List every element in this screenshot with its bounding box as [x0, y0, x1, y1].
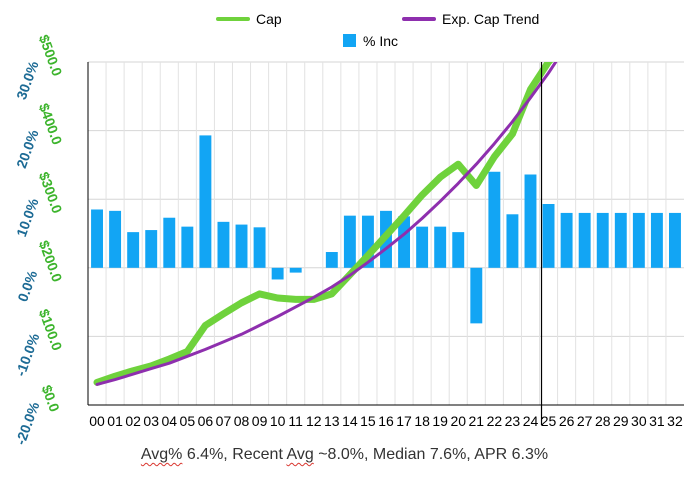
- bar-07: [217, 221, 230, 268]
- right-axis-tick-label: 10.0%: [13, 196, 42, 239]
- x-tick-label: 21: [469, 413, 485, 429]
- caption-recent-label: Avg: [286, 446, 314, 463]
- legend-label: % Inc: [363, 33, 398, 49]
- bar-series-pct-inc: [91, 135, 681, 324]
- bar-05: [181, 226, 194, 268]
- left-axis-tick-label: $400.0: [36, 101, 66, 147]
- right-axis-tick-label: -10.0%: [12, 331, 42, 379]
- x-tick-label: 28: [595, 413, 611, 429]
- bar-10: [271, 267, 284, 280]
- caption-avg-value: 6.4%,: [182, 446, 233, 463]
- x-tick-label: 20: [450, 413, 466, 429]
- plot-frame: [87, 62, 684, 425]
- bar-01: [109, 210, 122, 268]
- bar-26: [560, 212, 573, 268]
- x-tick-label: 24: [523, 413, 539, 429]
- x-tick-label: 27: [577, 413, 593, 429]
- bar-14: [343, 215, 356, 268]
- bar-18: [416, 226, 429, 268]
- x-tick-label: 15: [360, 413, 376, 429]
- caption-recent-prefix: Recent: [232, 446, 287, 463]
- bar-13: [325, 252, 338, 268]
- bar-31: [650, 212, 663, 268]
- x-tick-label: 25: [541, 413, 557, 429]
- caption-rest: ~8.0%, Median 7.6%, APR 6.3%: [313, 446, 549, 463]
- x-tick-label: 08: [234, 413, 250, 429]
- bar-21: [470, 267, 483, 324]
- bar-23: [506, 214, 519, 268]
- right-axis-tick-label: 0.0%: [14, 268, 40, 304]
- bar-22: [488, 171, 501, 268]
- x-tick-label: 32: [667, 413, 683, 429]
- right-axis-tick-label: 20.0%: [13, 127, 42, 170]
- caption-avg-label: Avg%: [140, 446, 183, 463]
- bar-02: [127, 232, 140, 268]
- x-tick-label: 11: [288, 413, 303, 429]
- bar-25: [542, 204, 555, 268]
- x-tick-label: 22: [487, 413, 503, 429]
- legend-label: Cap: [256, 11, 282, 27]
- x-tick-label: 10: [270, 413, 286, 429]
- bar-11: [289, 267, 302, 273]
- x-tick-label: 31: [649, 413, 665, 429]
- x-tick-label: 07: [216, 413, 232, 429]
- x-tick-label: 19: [432, 413, 448, 429]
- x-tick-label: 12: [306, 413, 322, 429]
- bar-28: [596, 212, 609, 268]
- right-axis-tick-label: 30.0%: [13, 58, 42, 101]
- bar-09: [253, 227, 266, 268]
- x-tick-label: 17: [396, 413, 412, 429]
- x-tick-label: 23: [505, 413, 521, 429]
- bar-32: [669, 212, 681, 268]
- x-tick-label: 04: [161, 413, 177, 429]
- legend: Cap Exp. Cap Trend % Inc: [216, 11, 539, 49]
- bar-30: [632, 212, 645, 268]
- x-tick-label: 30: [631, 413, 647, 429]
- bar-15: [361, 215, 374, 268]
- gridlines: [88, 61, 684, 406]
- cap-line: [93, 62, 554, 386]
- x-tick-label: 16: [378, 413, 394, 429]
- left-axis-tick-label: $500.0: [36, 32, 66, 78]
- bar-19: [434, 226, 447, 268]
- x-tick-label: 05: [180, 413, 196, 429]
- bar-24: [524, 174, 537, 268]
- left-axis-tick-label: $100.0: [36, 307, 66, 353]
- legend-swatch-pct-inc: [343, 34, 356, 47]
- x-tick-label: 02: [125, 413, 141, 429]
- bar-08: [235, 224, 248, 268]
- x-tick-label: 18: [414, 413, 430, 429]
- left-axis-tick-label: $300.0: [36, 170, 66, 216]
- x-tick-label: 26: [559, 413, 575, 429]
- x-tick-label: 00: [89, 413, 105, 429]
- right-axis-tick-label: -20.0%: [12, 399, 42, 447]
- line-series: [93, 62, 558, 386]
- bar-00: [91, 209, 103, 268]
- left-axis-tick-label: $0.0: [39, 383, 63, 414]
- bar-27: [578, 212, 591, 268]
- left-axis-tick-label: $200.0: [36, 238, 66, 284]
- bar-20: [452, 232, 465, 268]
- x-tick-label: 14: [342, 413, 358, 429]
- x-tick-label: 09: [252, 413, 268, 429]
- summary-caption: Avg% 6.4%, Recent Avg ~8.0%, Median 7.6%…: [0, 446, 689, 464]
- x-tick-labels: 00 01 02 03 04 05 06 07 08 09 10 11 12 13 14 15 16 17 18 19…: [89, 413, 683, 429]
- x-tick-label: 06: [198, 413, 214, 429]
- x-tick-label: 13: [324, 413, 340, 429]
- legend-label: Exp. Cap Trend: [442, 11, 539, 27]
- bar-29: [614, 212, 627, 268]
- x-tick-label: 03: [143, 413, 159, 429]
- bar-03: [145, 230, 158, 268]
- exp-cap-trend-line: [95, 62, 558, 386]
- x-tick-label: 29: [613, 413, 629, 429]
- y-tick-labels: $0.0 $100.0 $200.0 $300.0 $400.0 $500.0 -20.0%…: [12, 32, 65, 446]
- bar-04: [163, 217, 176, 268]
- bar-06: [199, 135, 212, 268]
- x-tick-label: 01: [107, 413, 123, 429]
- bar-17: [398, 216, 411, 268]
